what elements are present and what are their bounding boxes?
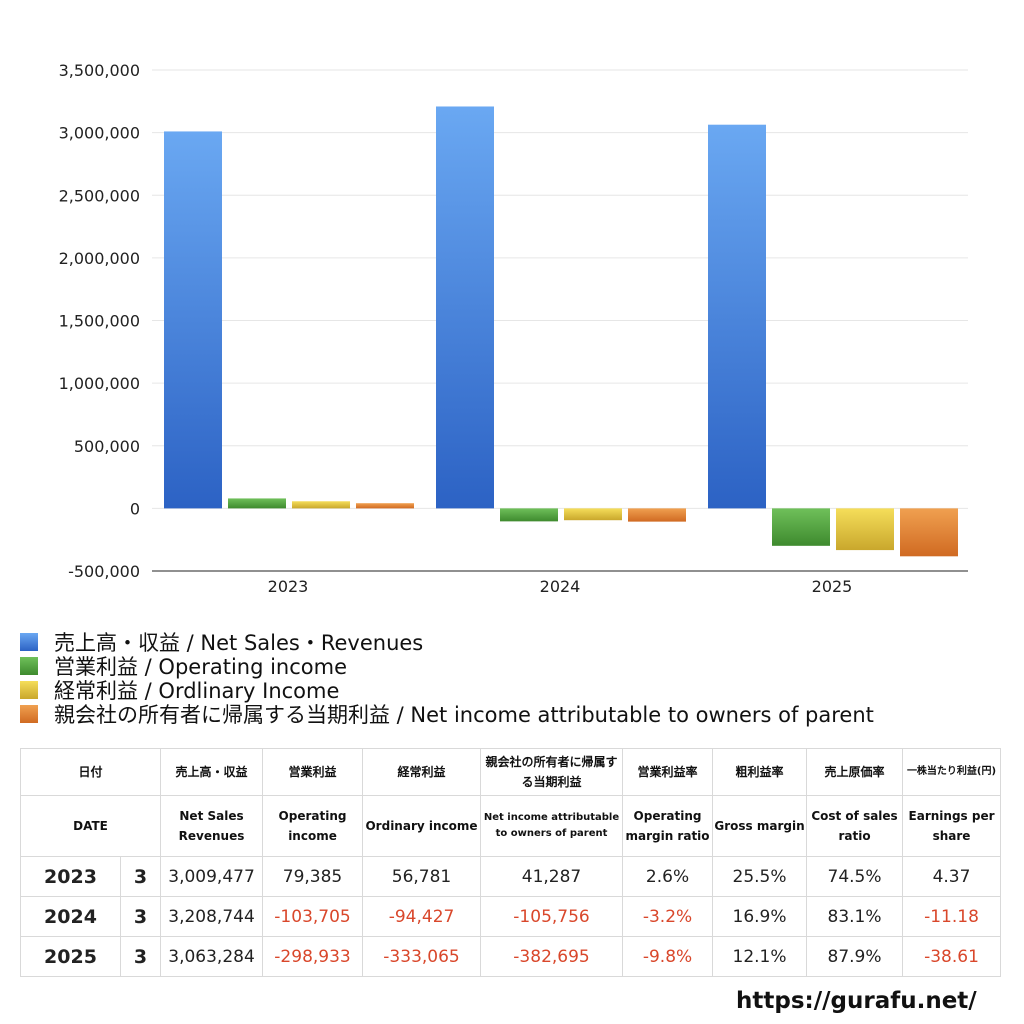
header-operating-en: Operating income	[262, 795, 364, 857]
legend-label-ordinary-income: 経常利益 / Ordlinary Income	[54, 679, 340, 703]
gridlines	[152, 69, 968, 572]
cell-ordinary: -333,065	[362, 936, 482, 977]
site-url: https://gurafu.net/	[736, 988, 977, 1014]
x-tick-label: 2025	[812, 577, 853, 596]
header-gross-margin-jp: 粗利益率	[712, 748, 808, 796]
y-tick-label: 2,000,000	[59, 249, 140, 268]
legend-label-net-income: 親会社の所有者に帰属する当期利益 / Net income attributab…	[54, 703, 874, 727]
cell-ordinary: -94,427	[362, 896, 482, 937]
cell-gross-margin: 25.5%	[712, 856, 808, 897]
y-tick-label: 3,500,000	[59, 61, 140, 80]
y-tick-label: 3,000,000	[59, 124, 140, 143]
header-date-en: DATE	[19, 795, 162, 857]
header-op-margin-en: Operating margin ratio	[622, 795, 714, 857]
legend-swatch-net-income	[20, 705, 38, 723]
axes: -500,000 0 500,000 1,000,000 1,500,000 2,000,…	[59, 61, 968, 596]
header-operating-jp: 営業利益	[262, 748, 364, 796]
bar	[356, 503, 414, 509]
legend-swatch-operating-income	[20, 657, 38, 675]
row-year: 2024	[20, 896, 121, 937]
bar	[436, 106, 494, 509]
legend: 売上高・収益 / Net Sales・Revenues 営業利益 / Opera…	[20, 630, 874, 727]
header-sales-en: Net Sales Revenues	[160, 795, 264, 857]
header-cost-ratio-jp: 売上原価率	[806, 748, 904, 796]
financial-table: 日付 売上高・収益 営業利益 経常利益 親会社の所有者に帰属する当期利益 営業利…	[19, 748, 1002, 977]
legend-item-net-income: 親会社の所有者に帰属する当期利益 / Net income attributab…	[20, 702, 874, 727]
bar	[628, 508, 686, 522]
bar	[292, 501, 350, 509]
legend-item-ordinary-income: 経常利益 / Ordlinary Income	[20, 678, 874, 703]
cell-gross-margin: 12.1%	[712, 936, 808, 977]
cell-eps: -11.18	[902, 896, 1002, 937]
y-tick-label: 0	[130, 499, 140, 518]
y-tick-label: -500,000	[68, 562, 140, 581]
legend-item-operating-income: 営業利益 / Operating income	[20, 654, 874, 679]
cell-op-margin: 2.6%	[622, 856, 714, 897]
legend-item-net-sales: 売上高・収益 / Net Sales・Revenues	[20, 630, 874, 655]
legend-swatch-net-sales	[20, 633, 38, 651]
cell-sales: 3,063,284	[160, 936, 264, 977]
cell-op-margin: -3.2%	[622, 896, 714, 937]
bar	[708, 124, 766, 509]
bar	[228, 498, 286, 509]
cell-ordinary: 56,781	[362, 856, 482, 897]
cell-cost-ratio: 74.5%	[806, 856, 904, 897]
bar	[500, 508, 558, 522]
bar	[772, 508, 830, 546]
bars	[164, 106, 958, 557]
table-header-row-jp: 日付 売上高・収益 営業利益 経常利益 親会社の所有者に帰属する当期利益 営業利…	[19, 748, 1002, 796]
legend-label-net-sales: 売上高・収益 / Net Sales・Revenues	[54, 631, 424, 655]
header-op-margin-jp: 営業利益率	[622, 748, 714, 796]
y-tick-label: 1,500,000	[59, 312, 140, 331]
row-month: 3	[119, 896, 162, 937]
cell-gross-margin: 16.9%	[712, 896, 808, 937]
y-tick-label: 500,000	[74, 437, 140, 456]
cell-operating: -103,705	[262, 896, 364, 937]
bar-chart: -500,000 0 500,000 1,000,000 1,500,000 2,000,…	[59, 61, 968, 596]
bar	[164, 131, 222, 509]
row-year: 2023	[20, 856, 121, 897]
cell-operating: -298,933	[262, 936, 364, 977]
header-ordinary-jp: 経常利益	[362, 748, 482, 796]
header-net-income-jp: 親会社の所有者に帰属する当期利益	[480, 748, 624, 796]
header-eps-en: Earnings per share	[902, 795, 1002, 857]
row-month: 3	[119, 856, 162, 897]
cell-eps: 4.37	[902, 856, 1002, 897]
header-net-income-en: Net income attributable to owners of par…	[480, 795, 624, 857]
cell-op-margin: -9.8%	[622, 936, 714, 977]
x-tick-label: 2024	[540, 577, 581, 596]
header-cost-ratio-en: Cost of sales ratio	[806, 795, 904, 857]
cell-net-income: 41,287	[480, 856, 624, 897]
bar	[564, 508, 622, 521]
table-header-row-en: DATE Net Sales Revenues Operating income…	[19, 795, 1002, 857]
table-row: 2024 3 3,208,744 -103,705 -94,427 -105,7…	[20, 896, 1002, 937]
legend-swatch-ordinary-income	[20, 681, 38, 699]
row-year: 2025	[20, 936, 121, 977]
cell-sales: 3,208,744	[160, 896, 264, 937]
table-row: 2023 3 3,009,477 79,385 56,781 41,287 2.…	[20, 856, 1002, 897]
cell-net-income: -382,695	[480, 936, 624, 977]
row-month: 3	[119, 936, 162, 977]
bar	[900, 508, 958, 557]
y-tick-label: 1,000,000	[59, 374, 140, 393]
header-ordinary-en: Ordinary income	[362, 795, 482, 857]
bar	[836, 508, 894, 551]
cell-eps: -38.61	[902, 936, 1002, 977]
header-gross-margin-en: Gross margin	[712, 795, 808, 857]
cell-operating: 79,385	[262, 856, 364, 897]
cell-cost-ratio: 87.9%	[806, 936, 904, 977]
cell-cost-ratio: 83.1%	[806, 896, 904, 937]
x-tick-label: 2023	[268, 577, 309, 596]
legend-label-operating-income: 営業利益 / Operating income	[54, 655, 348, 679]
header-sales-jp: 売上高・収益	[160, 748, 264, 796]
table-row: 2025 3 3,063,284 -298,933 -333,065 -382,…	[20, 936, 1002, 977]
header-date-jp: 日付	[19, 748, 162, 796]
y-tick-label: 2,500,000	[59, 186, 140, 205]
header-eps-jp: 一株当たり利益(円)	[902, 748, 1002, 796]
cell-net-income: -105,756	[480, 896, 624, 937]
cell-sales: 3,009,477	[160, 856, 264, 897]
